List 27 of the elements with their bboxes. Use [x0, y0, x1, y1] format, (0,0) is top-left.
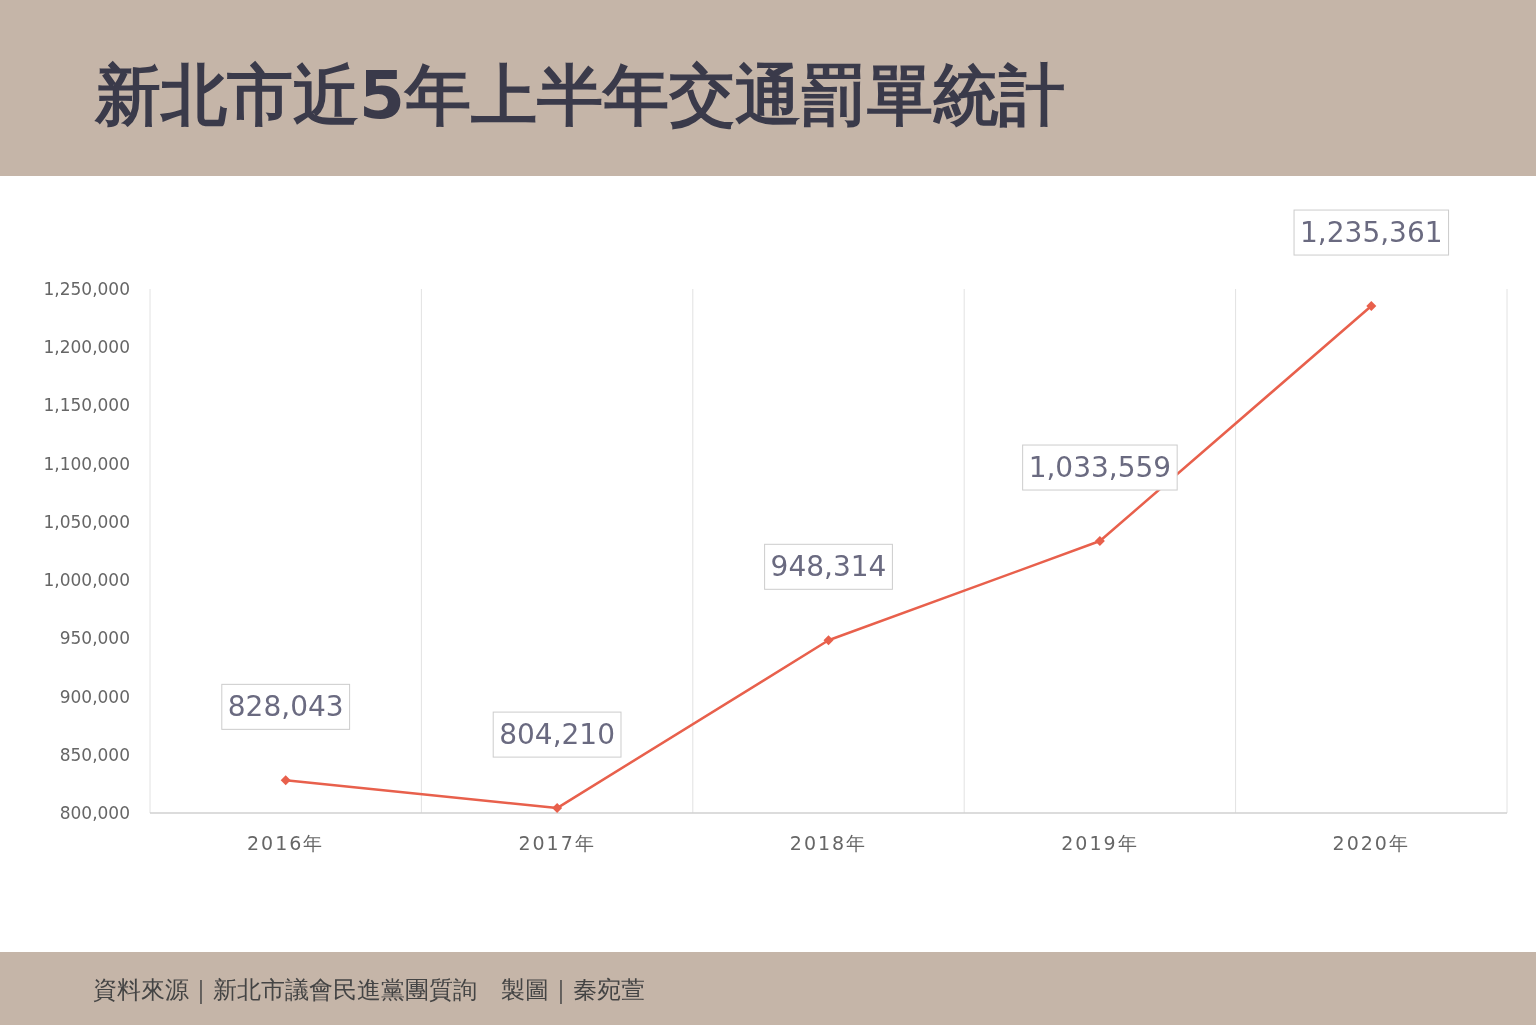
title: 新北市近5年上半年交通罰單統計 — [95, 57, 1065, 134]
point — [823, 635, 834, 646]
point — [552, 803, 563, 814]
y-tick-label: 900,000 — [59, 686, 130, 707]
y-tick-label: 1,250,000 — [43, 279, 130, 299]
data-label: 804,210 — [499, 718, 615, 752]
x-tick-label: 2016年 — [247, 832, 325, 854]
x-tick-label: 2019年 — [1061, 832, 1139, 854]
y-tick-label: 850,000 — [59, 744, 130, 765]
y-tick-label: 800,000 — [59, 803, 130, 823]
data-label: 828,043 — [227, 690, 344, 724]
point — [1366, 301, 1377, 312]
y-tick-label: 1,200,000 — [43, 337, 130, 358]
data-label: 1,033,559 — [1028, 451, 1172, 485]
x-tick-label: 2018年 — [789, 832, 868, 854]
point — [280, 775, 291, 786]
data-label: 1,235,361 — [1300, 216, 1443, 250]
x-tick-label: 2020年 — [1332, 832, 1410, 854]
y-tick-label: 1,050,000 — [43, 511, 130, 532]
y-tick-label: 1,100,000 — [43, 453, 130, 474]
data-label: 948,314 — [770, 550, 887, 584]
y-tick-label: 950,000 — [59, 628, 130, 649]
annotation: 資料來源｜新北市議會民進黨團質詢 製圖｜秦宛萱 — [93, 976, 645, 1004]
x-tick-label: 2017年 — [518, 832, 596, 854]
point — [1094, 536, 1105, 547]
y-tick-label: 1,150,000 — [43, 395, 130, 416]
y-tick-label: 1,000,000 — [43, 570, 130, 591]
